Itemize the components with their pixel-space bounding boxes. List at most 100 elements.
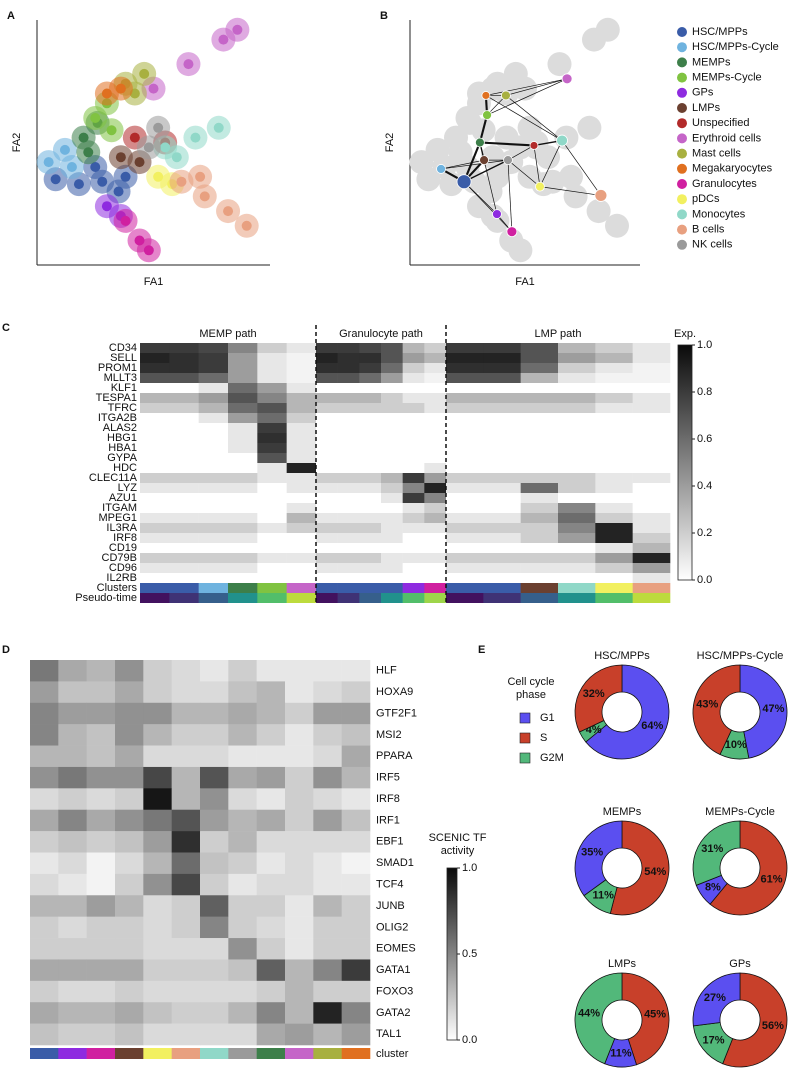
- heat-cell: [86, 766, 116, 789]
- donut-value-label: 8%: [705, 882, 721, 894]
- heat-cell: [286, 413, 317, 424]
- heat-cell: [313, 788, 342, 811]
- colorbar-tick-label: 0.0: [462, 1034, 477, 1046]
- heat-cell: [171, 660, 201, 682]
- heat-cell: [285, 959, 314, 982]
- node: [436, 164, 446, 174]
- heat-cell: [337, 363, 360, 374]
- heat-cell: [140, 553, 170, 564]
- heat-cell: [198, 573, 229, 584]
- heat-cell: [228, 513, 258, 524]
- heat-cell: [171, 1002, 201, 1024]
- heat-cell: [228, 938, 257, 960]
- heat-cell: [200, 809, 229, 832]
- heat-cell: [595, 473, 633, 484]
- gene-label: MPEG1: [98, 512, 137, 524]
- heat-cell: [115, 916, 144, 939]
- heat-cell: [58, 959, 87, 982]
- heat-cell: [257, 493, 287, 504]
- point: [153, 122, 164, 133]
- heat-cell: [58, 873, 87, 896]
- heat-cell: [424, 343, 447, 354]
- heat-cell: [483, 563, 521, 574]
- heat-cell: [169, 493, 199, 504]
- heat-cell: [198, 483, 229, 494]
- heat-cell: [171, 702, 201, 725]
- heat-cell: [256, 766, 286, 789]
- heat-cell: [257, 453, 287, 464]
- heat-cell: [257, 393, 287, 404]
- heat-cell: [558, 553, 596, 564]
- heat-cell: [381, 353, 403, 364]
- heat-cell: [143, 702, 172, 725]
- heat-cell: [632, 443, 671, 454]
- heat-cell: [402, 403, 425, 414]
- tf-label: TAL1: [376, 1028, 401, 1040]
- heat-cell: [316, 353, 338, 364]
- heat-cell: [313, 1023, 342, 1046]
- heat-cell: [359, 513, 382, 524]
- heat-cell: [424, 463, 447, 474]
- heat-cell: [256, 724, 286, 746]
- donut-segment: [722, 972, 788, 1068]
- gene-label: TESPA1: [96, 392, 137, 404]
- heat-cell: [424, 563, 447, 574]
- heat-cell: [402, 343, 425, 354]
- heat-cell: [30, 980, 59, 1003]
- legend-marker: [677, 163, 687, 174]
- donut-value-label: 61%: [761, 873, 783, 885]
- donut-segment: [574, 664, 623, 733]
- heat-cell: [381, 443, 403, 454]
- heat-cell: [198, 433, 229, 444]
- heat-cell: [402, 503, 425, 514]
- heat-cell: [632, 343, 671, 354]
- legend-label: GPs: [692, 87, 714, 99]
- heat-cell: [257, 433, 287, 444]
- heat-cell: [171, 980, 201, 1003]
- heat-cell: [558, 563, 596, 574]
- heat-cell: [228, 493, 258, 504]
- heat-cell: [200, 938, 229, 960]
- heat-cell: [632, 403, 671, 414]
- heat-cell: [200, 745, 229, 768]
- heat-cell: [30, 831, 59, 853]
- gene-label: CLEC11A: [89, 472, 138, 484]
- heat-cell: [143, 660, 172, 682]
- heat-cell: [337, 373, 360, 384]
- heat-cell: [285, 831, 314, 853]
- heat-cell: [228, 852, 257, 875]
- node: [506, 226, 518, 238]
- heat-cell: [337, 383, 360, 394]
- heat-cell: [558, 543, 596, 554]
- colorbar-tick-label: 0.0: [697, 574, 712, 586]
- background-point: [547, 52, 572, 77]
- heat-cell: [169, 453, 199, 464]
- cluster-cell: [337, 583, 360, 593]
- heat-cell: [483, 453, 521, 464]
- heat-cell: [402, 483, 425, 494]
- background-point: [605, 213, 629, 238]
- heat-cell: [171, 788, 201, 811]
- heat-cell: [424, 573, 447, 584]
- heat-cell: [228, 563, 258, 574]
- heat-cell: [446, 463, 484, 474]
- heat-cell: [58, 916, 87, 939]
- heat-cell: [632, 543, 671, 554]
- heat-cell: [341, 1023, 371, 1046]
- heat-cell: [483, 343, 521, 354]
- heat-cell: [198, 393, 229, 404]
- tf-label: IRF5: [376, 772, 400, 784]
- heat-cell: [558, 423, 596, 434]
- heat-cell: [520, 543, 559, 554]
- edge: [507, 159, 541, 187]
- heat-cell: [341, 1002, 371, 1024]
- heat-cell: [341, 895, 371, 917]
- heat-cell: [257, 503, 287, 514]
- node: [503, 155, 513, 166]
- heat-cell: [228, 423, 258, 434]
- heat-cell: [632, 553, 671, 564]
- heat-cell: [595, 353, 633, 364]
- heat-cell: [257, 543, 287, 554]
- heat-cell: [313, 873, 342, 896]
